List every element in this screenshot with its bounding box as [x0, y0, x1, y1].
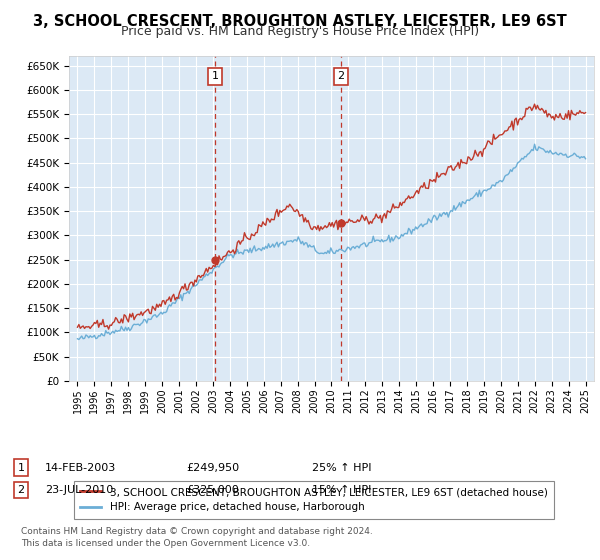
Text: 14-FEB-2003: 14-FEB-2003	[45, 463, 116, 473]
Text: £249,950: £249,950	[186, 463, 239, 473]
Text: 3, SCHOOL CRESCENT, BROUGHTON ASTLEY, LEICESTER, LE9 6ST: 3, SCHOOL CRESCENT, BROUGHTON ASTLEY, LE…	[33, 14, 567, 29]
Text: £325,000: £325,000	[186, 485, 239, 495]
Legend: 3, SCHOOL CRESCENT, BROUGHTON ASTLEY, LEICESTER, LE9 6ST (detached house), HPI: : 3, SCHOOL CRESCENT, BROUGHTON ASTLEY, LE…	[74, 481, 554, 519]
Text: 23-JUL-2010: 23-JUL-2010	[45, 485, 113, 495]
Text: 2: 2	[17, 485, 25, 495]
Text: 1: 1	[17, 463, 25, 473]
Text: Price paid vs. HM Land Registry's House Price Index (HPI): Price paid vs. HM Land Registry's House …	[121, 25, 479, 38]
Text: 15% ↑ HPI: 15% ↑ HPI	[312, 485, 371, 495]
Text: 1: 1	[211, 71, 218, 81]
Text: 2: 2	[337, 71, 344, 81]
Text: Contains HM Land Registry data © Crown copyright and database right 2024.
This d: Contains HM Land Registry data © Crown c…	[21, 527, 373, 548]
Text: 25% ↑ HPI: 25% ↑ HPI	[312, 463, 371, 473]
